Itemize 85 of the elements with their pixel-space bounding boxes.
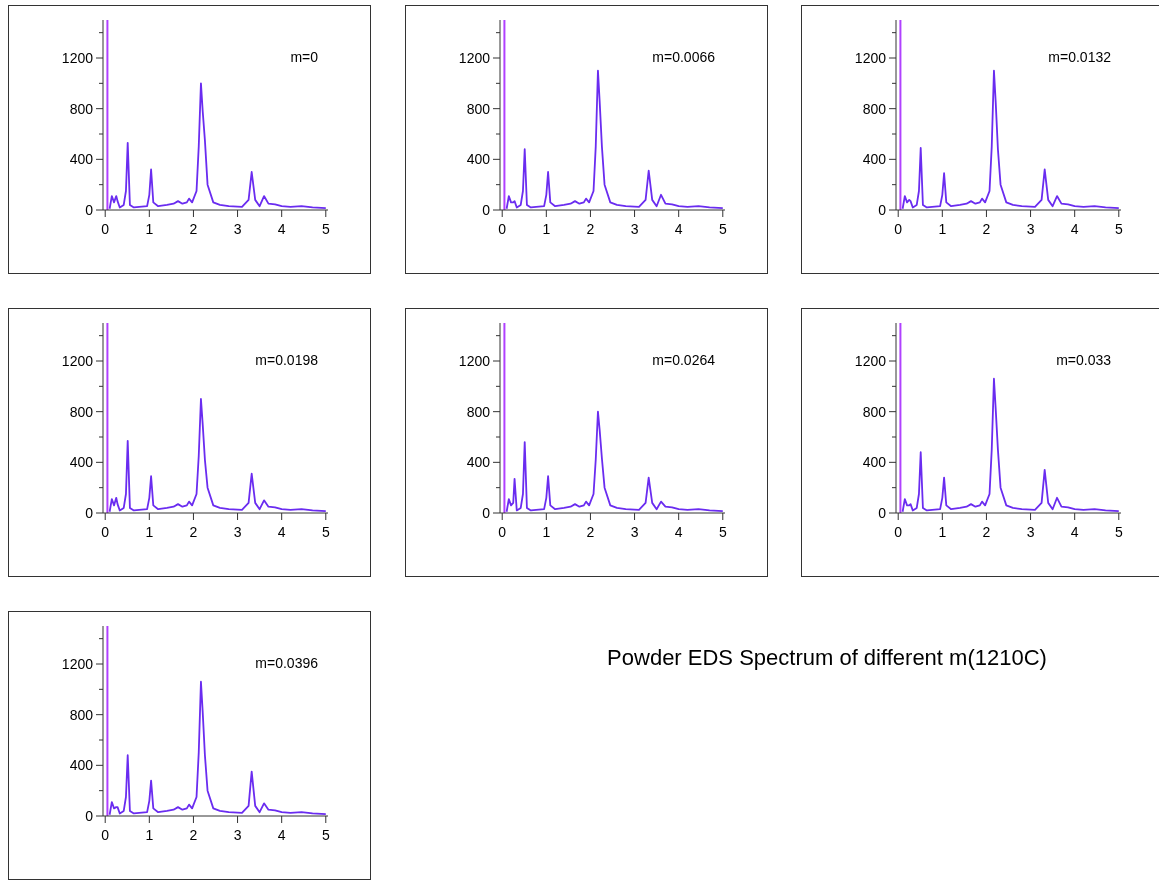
y-tick-label: 0 [878,504,887,521]
y-tick-label: 0 [85,201,94,218]
x-tick-label: 4 [674,524,683,540]
x-tick-label: 3 [233,221,242,237]
y-tick-label: 0 [482,504,491,521]
x-tick-label: 2 [982,221,991,237]
y-tick-label: 400 [69,454,94,471]
y-tick-label: 800 [69,706,94,723]
x-tick-label: 3 [233,524,242,540]
y-tick-label: 1200 [61,352,94,369]
x-tick-label: 0 [101,221,110,237]
text: m=0.0264 [652,352,716,368]
line-series [108,82,327,210]
x-tick-label: 0 [101,827,110,843]
y-tick-label: 800 [466,100,491,117]
x-tick-label: 1 [938,524,947,540]
text: m=0.0132 [1048,49,1112,65]
x-tick-label: 0 [101,524,110,540]
x-tick-label: 5 [718,524,727,540]
y-tick-label: 400 [69,757,94,774]
x-tick-label: 2 [189,221,198,237]
y-tick-label: 800 [862,403,887,420]
x-tick-label: 3 [1026,221,1035,237]
y-tick-label: 800 [69,100,94,117]
x-tick-label: 5 [321,524,330,540]
line-series [108,680,327,816]
line-series [108,398,327,513]
x-tick-label: 0 [498,524,507,540]
y-tick-label: 1200 [61,49,94,66]
x-tick-label: 3 [1026,524,1035,540]
y-tick-label: 1200 [458,49,491,66]
x-tick-label: 5 [321,221,330,237]
x-tick-label: 1 [145,221,154,237]
x-tick-label: 1 [145,827,154,843]
x-tick-label: 2 [982,524,991,540]
x-tick-label: 5 [1114,524,1123,540]
y-tick-label: 400 [862,151,887,168]
y-tick-label: 0 [878,201,887,218]
x-tick-label: 4 [277,221,286,237]
y-tick-label: 1200 [854,49,887,66]
line-series [901,377,1120,513]
text: m=0.0198 [255,352,319,368]
x-tick-label: 4 [1070,524,1079,540]
line-series [901,69,1120,210]
y-tick-label: 800 [69,403,94,420]
text: m=0 [290,49,319,65]
x-tick-label: 3 [630,221,639,237]
line-series [505,410,724,513]
x-tick-label: 1 [542,524,551,540]
x-tick-label: 2 [586,221,595,237]
y-tick-label: 400 [466,454,491,471]
y-tick-label: 800 [466,403,491,420]
y-tick-label: 0 [482,201,491,218]
line-series [505,69,724,210]
y-tick-label: 400 [466,151,491,168]
x-tick-label: 2 [189,524,198,540]
x-tick-label: 5 [1114,221,1123,237]
x-tick-label: 4 [277,524,286,540]
x-tick-label: 1 [145,524,154,540]
y-tick-label: 1200 [61,655,94,672]
x-tick-label: 0 [894,524,903,540]
y-tick-label: 800 [862,100,887,117]
x-tick-label: 2 [189,827,198,843]
x-tick-label: 2 [586,524,595,540]
x-tick-label: 4 [1070,221,1079,237]
y-tick-label: 400 [69,151,94,168]
text: m=0.0396 [255,655,319,671]
text: m=0.0066 [652,49,716,65]
y-tick-label: 400 [862,454,887,471]
x-tick-label: 3 [630,524,639,540]
y-tick-label: 0 [85,504,94,521]
x-tick-label: 5 [718,221,727,237]
x-tick-label: 5 [321,827,330,843]
x-tick-label: 3 [233,827,242,843]
x-tick-label: 4 [674,221,683,237]
text: Powder EDS Spectrum of different m(1210C) [607,645,1047,670]
y-tick-label: 1200 [458,352,491,369]
y-tick-label: 0 [85,807,94,824]
x-tick-label: 0 [498,221,507,237]
y-tick-label: 1200 [854,352,887,369]
x-tick-label: 0 [894,221,903,237]
x-tick-label: 1 [938,221,947,237]
x-tick-label: 4 [277,827,286,843]
x-tick-label: 1 [542,221,551,237]
text: m=0.033 [1056,352,1112,368]
